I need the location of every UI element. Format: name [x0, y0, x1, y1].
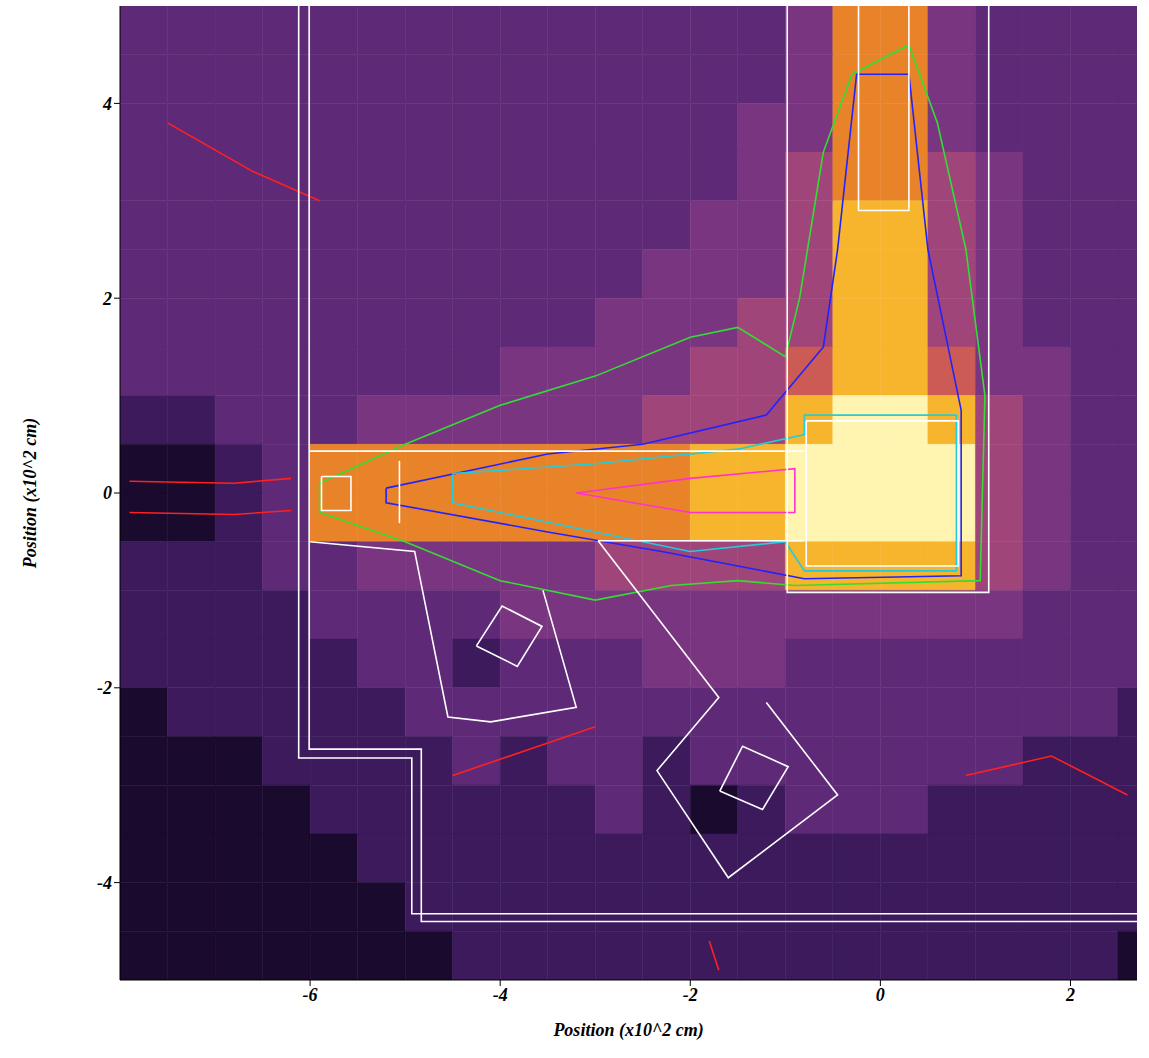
- svg-text:2: 2: [102, 289, 112, 309]
- svg-text:-2: -2: [97, 678, 112, 698]
- svg-text:-4: -4: [493, 985, 508, 1005]
- svg-text:Position (x10^2 cm): Position (x10^2 cm): [20, 418, 41, 569]
- svg-text:Position (x10^2 cm): Position (x10^2 cm): [552, 1020, 703, 1041]
- svg-text:0: 0: [876, 985, 885, 1005]
- svg-text:-6: -6: [303, 985, 318, 1005]
- svg-text:0: 0: [103, 483, 112, 503]
- svg-text:4: 4: [102, 94, 112, 114]
- svg-text:-2: -2: [683, 985, 698, 1005]
- svg-text:2: 2: [1065, 985, 1075, 1005]
- svg-text:-4: -4: [97, 873, 112, 893]
